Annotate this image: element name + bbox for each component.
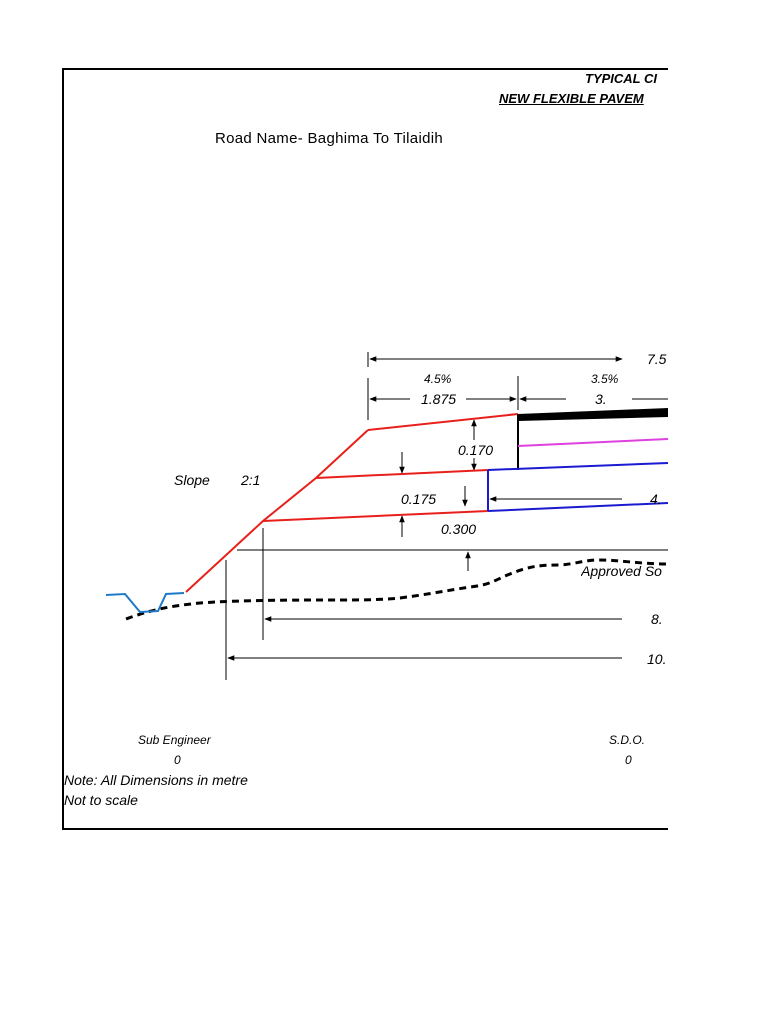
road-name: Road Name- Baghima To Tilaidih [215,130,444,147]
base-course-bottom-line [487,502,668,512]
shoulder-width-label: 1.875 [421,391,457,407]
drawing-sheet [62,68,668,830]
formation-width-label: 8. [651,611,663,627]
layer2-thickness-label: 0.175 [401,491,437,507]
note-line-2: Not to scale [64,792,138,808]
note-line-1: Note: All Dimensions in metre [64,772,248,788]
shoulder-bottom-line [262,510,489,522]
slope-ratio: 2:1 [241,472,261,488]
layer1-thickness-label: 0.170 [458,442,494,458]
shoulder-mid-line [315,469,489,479]
embankment-side-slope [185,429,369,593]
wearing-course-line [517,438,668,447]
base-course-top-line [487,462,668,471]
camber-left-label: 4.5% [424,372,452,386]
side-drain [105,592,185,614]
carriageway-half-label: 3. [595,391,607,407]
bituminous-surface-layer [518,408,668,421]
title-line-2: NEW FLEXIBLE PAVEM [499,91,644,106]
sdo-value: 0 [625,753,632,767]
total-width-label: 10. [647,651,667,667]
slope-label: Slope [174,472,210,488]
dim-total-top: 7.5 [647,351,667,367]
shoulder-top-line [367,413,519,431]
camber-right-label: 3.5% [591,372,619,386]
sub-engineer-value: 0 [174,753,181,767]
sub-engineer-title: Sub Engineer [138,733,211,747]
title-line-1: TYPICAL CI [585,71,657,86]
approved-soil-label: Approved So [581,563,662,579]
base-width-label: 4. [650,491,662,507]
layer3-thickness-label: 0.300 [441,521,477,537]
sdo-title: S.D.O. [609,733,646,747]
